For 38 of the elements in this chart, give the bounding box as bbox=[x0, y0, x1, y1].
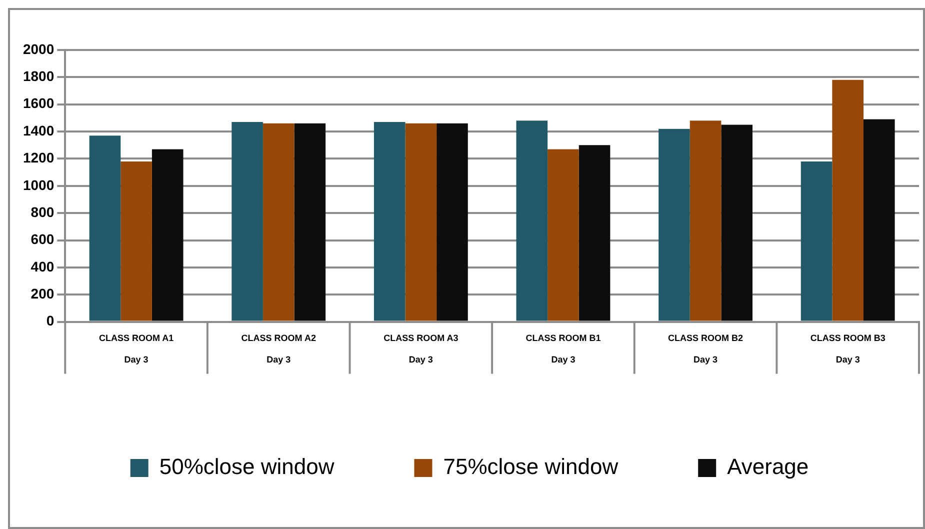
y-tick-label: 800 bbox=[30, 204, 54, 220]
bar bbox=[578, 145, 610, 321]
bar bbox=[436, 123, 468, 321]
category-label: CLASS ROOM A1 Day 3 bbox=[98, 333, 174, 365]
y-tick-label: 600 bbox=[30, 231, 54, 248]
bar bbox=[294, 123, 326, 321]
bar bbox=[405, 123, 437, 321]
bar bbox=[516, 120, 548, 321]
bar bbox=[721, 124, 752, 321]
legend-label: Average bbox=[727, 454, 809, 480]
category-label: CLASS ROOM B2 Day 3 bbox=[668, 333, 744, 365]
bar bbox=[120, 161, 152, 321]
bar bbox=[690, 120, 722, 321]
y-tick-label: 1600 bbox=[22, 95, 54, 112]
bar bbox=[152, 149, 184, 321]
y-tick-label: 1000 bbox=[22, 176, 54, 193]
category-label: CLASS ROOM A3 Day 3 bbox=[384, 333, 458, 365]
bar bbox=[262, 123, 294, 321]
category-label: CLASS ROOM B3 Day 3 bbox=[810, 333, 886, 365]
y-tick-label: 0 bbox=[46, 312, 54, 329]
bar bbox=[548, 149, 579, 321]
y-tick-label: 1400 bbox=[22, 122, 54, 138]
y-tick-label: 200 bbox=[30, 285, 54, 302]
category-label: CLASS ROOM B1 Day 3 bbox=[526, 333, 601, 365]
bar bbox=[832, 80, 864, 321]
bar bbox=[800, 161, 832, 321]
legend-label: 50%close window bbox=[159, 454, 334, 480]
bar bbox=[89, 136, 121, 321]
y-tick-label: 400 bbox=[30, 258, 54, 274]
bar bbox=[374, 122, 406, 321]
y-tick-label: 1200 bbox=[22, 150, 54, 166]
bar bbox=[658, 128, 690, 321]
legend-label: 75%close window bbox=[443, 454, 618, 480]
y-tick-label: 2000 bbox=[22, 40, 54, 57]
bar bbox=[232, 122, 263, 321]
bar bbox=[864, 119, 895, 321]
category-label: CLASS ROOM A2 Day 3 bbox=[241, 333, 316, 365]
y-tick-label: 1800 bbox=[22, 68, 54, 84]
